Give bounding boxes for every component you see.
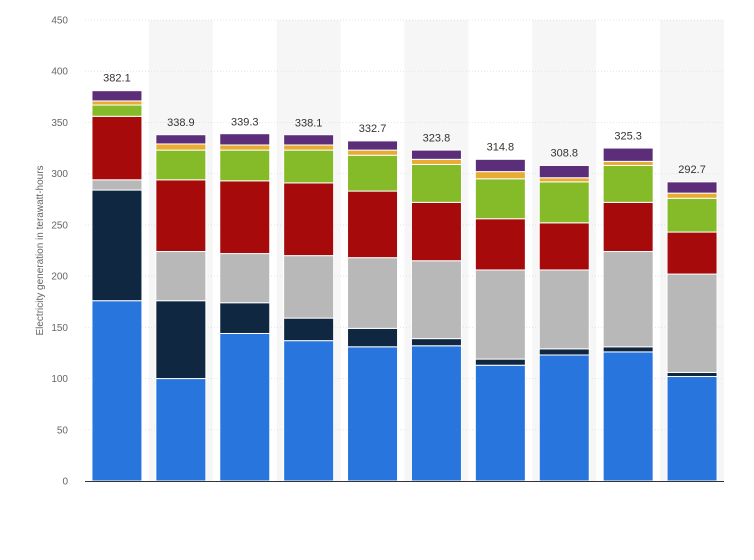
bar-segment [155,179,207,253]
bar-segment [410,201,462,262]
bar-segment [347,140,399,151]
bar-segment [666,371,718,378]
bar-segment [219,253,271,304]
bar-segment [219,133,271,146]
bar-total-label: 292.7 [678,164,706,176]
bar-total-label: 314.8 [487,142,515,154]
bar-segment [347,346,399,482]
bar-segment [347,149,399,156]
bar-segment [666,197,718,233]
bar-segment [347,154,399,192]
bar-segment [410,149,462,160]
bar-segment [474,178,526,220]
y-tick-label: 250 [51,220,68,231]
y-axis-ticks: 0 50 100 150 200 250 300 350 400 450 [51,16,68,488]
bar-segment [474,171,526,180]
bar-segment [283,134,335,146]
bar-segment [219,332,271,482]
y-tick-label: 300 [51,169,68,180]
bar-total-label: 338.1 [295,118,323,130]
y-tick-label: 200 [51,272,68,283]
bar-segment [283,182,335,257]
bar-segment [538,348,590,356]
bar-segment [538,222,590,271]
y-tick-label: 450 [51,16,68,27]
bar-segment [410,338,462,347]
bar-segment [538,269,590,350]
y-tick-label: 350 [51,118,68,129]
bar-segment [91,90,143,102]
total-labels: 382.1 338.9 339.3 338.1 332.7 323.8 314.8 308.8… [103,73,706,177]
bar-segment [602,160,654,166]
bar-segment [602,201,654,253]
bar-segment [283,340,335,482]
bar-segment [91,300,143,482]
bar-segment [666,376,718,482]
bar-segment [602,147,654,162]
bar-segment [474,158,526,173]
bar-segment [155,300,207,380]
bar-segment [347,190,399,259]
bar-segment [474,358,526,366]
bar-segment [474,364,526,482]
bar-segment [155,149,207,181]
bar-total-label: 382.1 [103,73,131,85]
bar-segment [602,251,654,348]
bar-segment [410,158,462,165]
bar-segment [219,180,271,255]
bar-segment [538,354,590,482]
bar-segment [155,143,207,151]
bar-segment [666,192,718,199]
bar-total-label: 308.8 [550,148,578,160]
bar-segment [91,179,143,191]
bar-segment [91,115,143,181]
y-tick-label: 50 [57,425,69,436]
bar-total-label: 338.9 [167,117,195,129]
bar-segment [283,317,335,342]
bar-segment [347,257,399,329]
bar-segment [91,104,143,117]
bar-segment [666,273,718,373]
bar-total-label: 325.3 [614,131,642,143]
bar-segment [666,181,718,194]
bar-segment [219,302,271,334]
bar-segment [602,351,654,482]
bar-segment [538,177,590,183]
bar-segment [283,144,335,151]
bars [91,90,718,482]
bar-total-label: 332.7 [359,123,387,135]
y-tick-label: 150 [51,323,68,334]
bar-total-label: 339.3 [231,116,259,128]
bar-segment [602,164,654,203]
bar-segment [410,345,462,482]
bar-segment [602,346,654,353]
bar-segment [474,269,526,360]
bar-segment [283,149,335,184]
bar-segment [410,163,462,203]
bar-segment [219,149,271,182]
y-tick-label: 0 [62,477,68,488]
bar-segment [155,134,207,145]
bar-segment [155,378,207,482]
bar-segment [538,164,590,179]
bar-segment [155,251,207,302]
bar-segment [666,231,718,275]
bar-segment [91,189,143,302]
bar-segment [410,260,462,340]
y-axis-title: Electricity generation in terawatt-hours [35,165,46,335]
bar-segment [347,327,399,348]
y-tick-label: 400 [51,67,68,78]
bar-segment [91,100,143,106]
y-tick-label: 100 [51,374,68,385]
bar-segment [219,144,271,151]
bar-segment [538,181,590,224]
bar-segment [474,218,526,271]
bar-total-label: 323.8 [423,132,451,144]
bar-segment [283,255,335,319]
